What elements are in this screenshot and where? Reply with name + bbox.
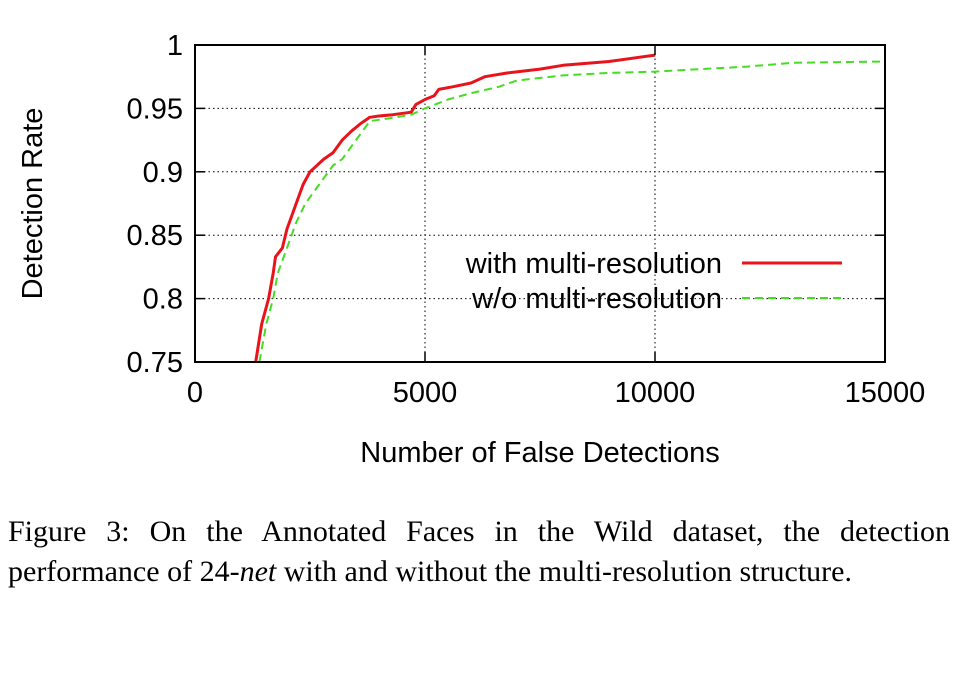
x-tick-label-3: 15000 — [845, 377, 926, 409]
series-line-0 — [254, 53, 656, 363]
x-tick-label-2: 10000 — [615, 377, 696, 409]
y-tick-label-3: 0.9 — [143, 157, 183, 189]
axis-ticks: 0.75 0.8 0.85 0.9 0.95 1 0 5000 10000 15000 — [127, 30, 926, 409]
series-line-1 — [258, 60, 886, 363]
x-tick-label-1: 5000 — [393, 377, 458, 409]
y-tick-label-2: 0.85 — [127, 220, 183, 252]
y-axis-label: Detection Rate — [17, 108, 49, 300]
caption-italic-net: net — [239, 555, 277, 588]
caption-number: 24- — [199, 555, 240, 588]
y-tick-label-1: 0.8 — [143, 284, 183, 316]
grid-lines — [195, 45, 885, 362]
y-tick-label-0: 0.75 — [127, 347, 183, 379]
figure-caption: Figure 3: On the Annotated Faces in the … — [8, 512, 950, 592]
caption-suffix: with and without the multi-resolution st… — [276, 555, 852, 588]
x-tick-label-0: 0 — [187, 377, 203, 409]
chart-figure: 0.75 0.8 0.85 0.9 0.95 1 0 5000 10000 15000 Numbe… — [17, 30, 926, 469]
plot-frame — [194, 44, 886, 363]
legend-label-0: with multi-resolution — [465, 248, 722, 280]
y-tick-label-5: 1 — [167, 30, 183, 62]
line-chart: 0.75 0.8 0.85 0.9 0.95 1 0 5000 10000 15000 Numbe… — [17, 30, 926, 469]
caption-prefix: Figure 3: On the Annotated Faces in the … — [8, 515, 950, 588]
y-tick-label-4: 0.95 — [127, 93, 183, 125]
legend-label-1: w/o multi-resolution — [471, 283, 722, 315]
x-axis-label: Number of False Detections — [360, 437, 719, 469]
series-lines — [254, 53, 886, 363]
